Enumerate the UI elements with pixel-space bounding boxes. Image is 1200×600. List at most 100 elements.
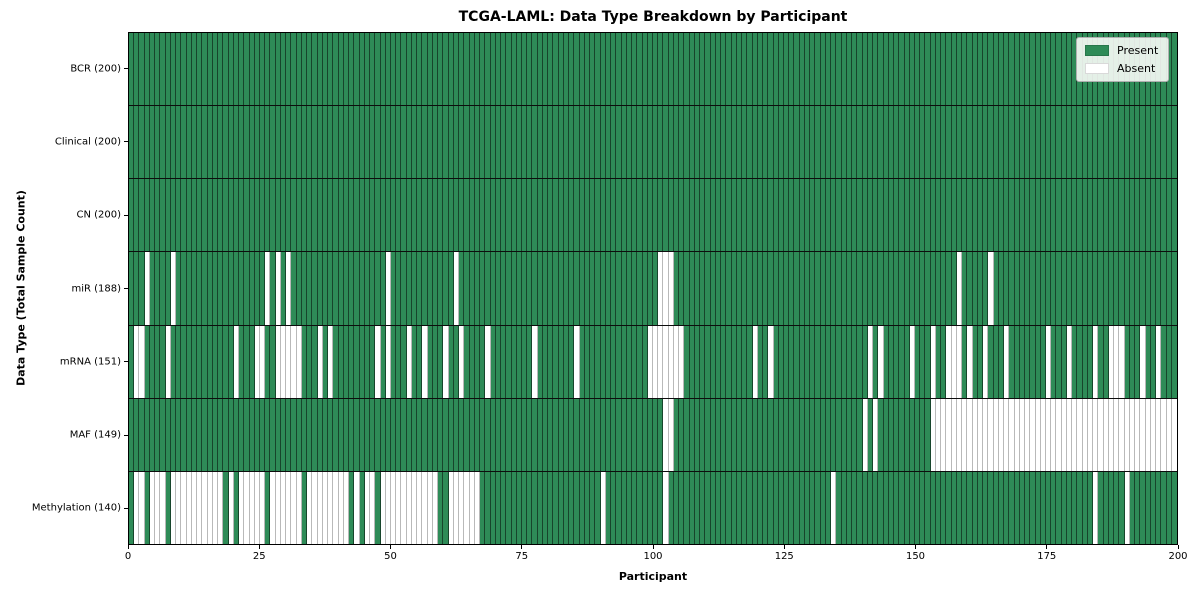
heatmap-cell	[883, 398, 889, 471]
heatmap-cell	[710, 252, 716, 325]
heatmap-cell	[233, 179, 240, 252]
heatmap-cell	[1140, 398, 1146, 471]
heatmap-cell	[1087, 398, 1094, 471]
heatmap-cell	[1045, 325, 1052, 398]
heatmap-cell	[914, 33, 921, 106]
heatmap-cell	[563, 106, 570, 179]
heatmap-cell	[343, 179, 350, 252]
heatmap-cell	[1009, 106, 1015, 179]
heatmap-cell	[679, 252, 685, 325]
heatmap-cell	[202, 398, 208, 471]
heatmap-cell	[962, 33, 968, 106]
heatmap-cell	[275, 33, 281, 106]
heatmap-cell	[275, 179, 281, 252]
heatmap-cell	[1171, 179, 1177, 252]
heatmap-cell	[935, 252, 942, 325]
heatmap-cell	[569, 252, 575, 325]
heatmap-cell	[715, 325, 722, 398]
heatmap-cell	[804, 252, 811, 325]
heatmap-cell	[485, 398, 491, 471]
heatmap-cell	[181, 33, 187, 106]
heatmap-cell	[867, 179, 874, 252]
legend-present-label: Present	[1117, 44, 1159, 57]
heatmap-cell	[207, 106, 213, 179]
heatmap-cell	[527, 398, 533, 471]
heatmap-cell	[438, 33, 444, 106]
heatmap-cell	[1009, 325, 1015, 398]
heatmap-cell	[385, 106, 391, 179]
heatmap-cell	[689, 252, 695, 325]
heatmap-cell	[207, 179, 213, 252]
heatmap-cell	[652, 398, 659, 471]
heatmap-cell	[1009, 33, 1015, 106]
heatmap-cell	[846, 106, 853, 179]
heatmap-cell	[459, 325, 465, 398]
heatmap-cell	[935, 471, 942, 544]
heatmap-cell	[401, 325, 407, 398]
heatmap-cell	[668, 106, 674, 179]
heatmap-cell	[998, 398, 1005, 471]
heatmap-cell	[768, 398, 774, 471]
heatmap-cell	[857, 325, 863, 398]
legend-item-absent: Absent	[1085, 62, 1158, 75]
heatmap-cell	[632, 252, 638, 325]
heatmap-cell	[595, 179, 601, 252]
heatmap-cell	[920, 325, 926, 398]
heatmap-cell	[899, 325, 905, 398]
heatmap-cell	[799, 106, 805, 179]
heatmap-cell	[1077, 106, 1083, 179]
heatmap-cell	[794, 471, 800, 544]
heatmap-cell	[1025, 179, 1031, 252]
heatmap-cell	[548, 471, 554, 544]
heatmap-cell	[956, 325, 963, 398]
heatmap-cell	[511, 106, 517, 179]
heatmap-cell	[998, 33, 1005, 106]
heatmap-cell	[852, 398, 858, 471]
heatmap-cell	[254, 398, 260, 471]
heatmap-cell	[1035, 325, 1041, 398]
heatmap-cell	[956, 106, 963, 179]
heatmap-cell	[894, 471, 900, 544]
heatmap-cell	[1025, 106, 1031, 179]
heatmap-cell	[176, 106, 182, 179]
heatmap-cell	[862, 179, 868, 252]
heatmap-cell	[317, 398, 323, 471]
heatmap-cell	[962, 252, 968, 325]
heatmap-cell	[501, 106, 507, 179]
heatmap-cell	[1082, 106, 1088, 179]
heatmap-cell	[244, 471, 250, 544]
heatmap-cell	[820, 325, 826, 398]
heatmap-cell	[228, 252, 234, 325]
heatmap-row-methylation	[129, 471, 1177, 544]
heatmap-cell	[951, 106, 957, 179]
heatmap-cell	[1040, 33, 1046, 106]
heatmap-cell	[186, 33, 192, 106]
heatmap-cell	[736, 33, 743, 106]
heatmap-cell	[333, 325, 339, 398]
x-tick-label: 200	[1168, 551, 1188, 562]
heatmap-row-mrna	[129, 325, 1177, 399]
heatmap-cell	[694, 33, 701, 106]
heatmap-cell	[909, 471, 915, 544]
heatmap-cell	[935, 179, 942, 252]
heatmap-cell	[941, 33, 947, 106]
heatmap-cell	[359, 252, 365, 325]
heatmap-cell	[558, 398, 564, 471]
heatmap-cell	[831, 179, 837, 252]
x-tick-label: 50	[384, 551, 397, 562]
heatmap-cell	[453, 471, 460, 544]
heatmap-cell	[411, 325, 418, 398]
heatmap-cell	[301, 398, 308, 471]
heatmap-cell	[338, 252, 344, 325]
heatmap-cell	[611, 106, 617, 179]
heatmap-cell	[569, 179, 575, 252]
heatmap-cell	[574, 471, 580, 544]
heatmap-cell	[511, 33, 517, 106]
heatmap-cell	[611, 252, 617, 325]
heatmap-cell	[469, 398, 475, 471]
heatmap-cell	[757, 325, 764, 398]
heatmap-cell	[349, 398, 355, 471]
heatmap-cell	[322, 398, 329, 471]
y-tick-label: mRNA (151)	[59, 356, 121, 368]
heatmap-cell	[1045, 471, 1052, 544]
